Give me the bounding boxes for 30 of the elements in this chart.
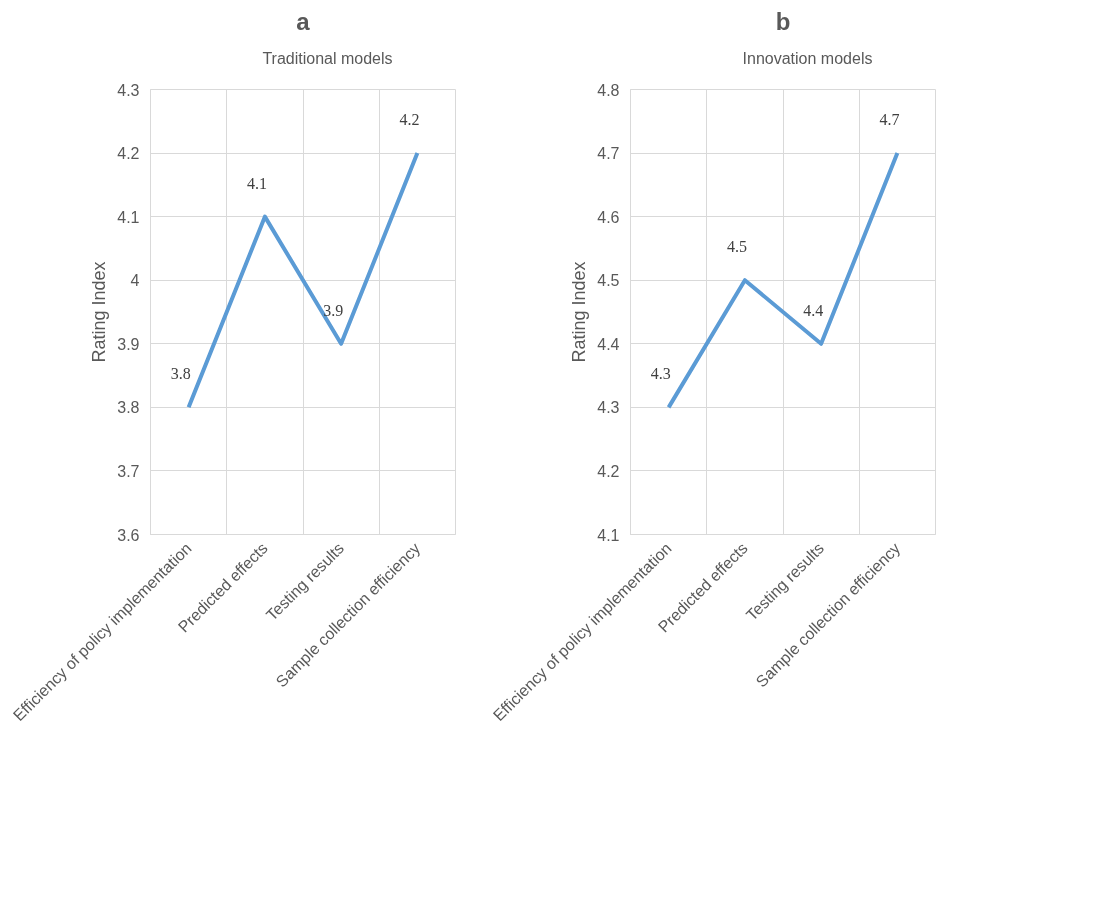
- text: Traditional models: [262, 50, 393, 68]
- chart-title: a: [296, 7, 311, 35]
- y-tick-label: 4.4: [597, 335, 620, 353]
- y-tick-label: 4.1: [597, 526, 620, 544]
- data-label: 4.2: [399, 111, 420, 129]
- y-tick-label: 4.5: [597, 272, 620, 290]
- y-tick-label: 3.7: [117, 462, 140, 480]
- y-tick-label: 4.3: [597, 399, 620, 417]
- data-label: 4.5: [726, 238, 747, 256]
- y-axis-title: Rating Index: [569, 261, 590, 363]
- data-label: 3.9: [323, 301, 344, 319]
- text: Innovation models: [742, 50, 873, 68]
- data-label: 3.8: [170, 365, 191, 383]
- y-tick-label: 3.6: [117, 526, 140, 544]
- y-tick-label: 4: [130, 272, 140, 290]
- data-label: 4.1: [246, 174, 267, 192]
- y-tick-label: 4.6: [597, 208, 620, 226]
- chart-title: b: [775, 7, 791, 35]
- y-tick-label: 4.2: [597, 462, 620, 480]
- y-axis-title: Rating Index: [89, 261, 110, 363]
- y-tick-label: 3.8: [117, 399, 140, 417]
- data-label: 4.7: [879, 111, 900, 129]
- data-label: 4.3: [650, 365, 671, 383]
- y-tick-label: 4.7: [597, 145, 620, 163]
- y-tick-label: 4.2: [117, 145, 140, 163]
- data-label: 4.4: [803, 301, 824, 319]
- y-tick-label: 4.3: [117, 81, 140, 99]
- y-tick-label: 4.1: [117, 208, 140, 226]
- y-tick-label: 4.8: [597, 81, 620, 99]
- y-tick-label: 3.9: [117, 335, 140, 353]
